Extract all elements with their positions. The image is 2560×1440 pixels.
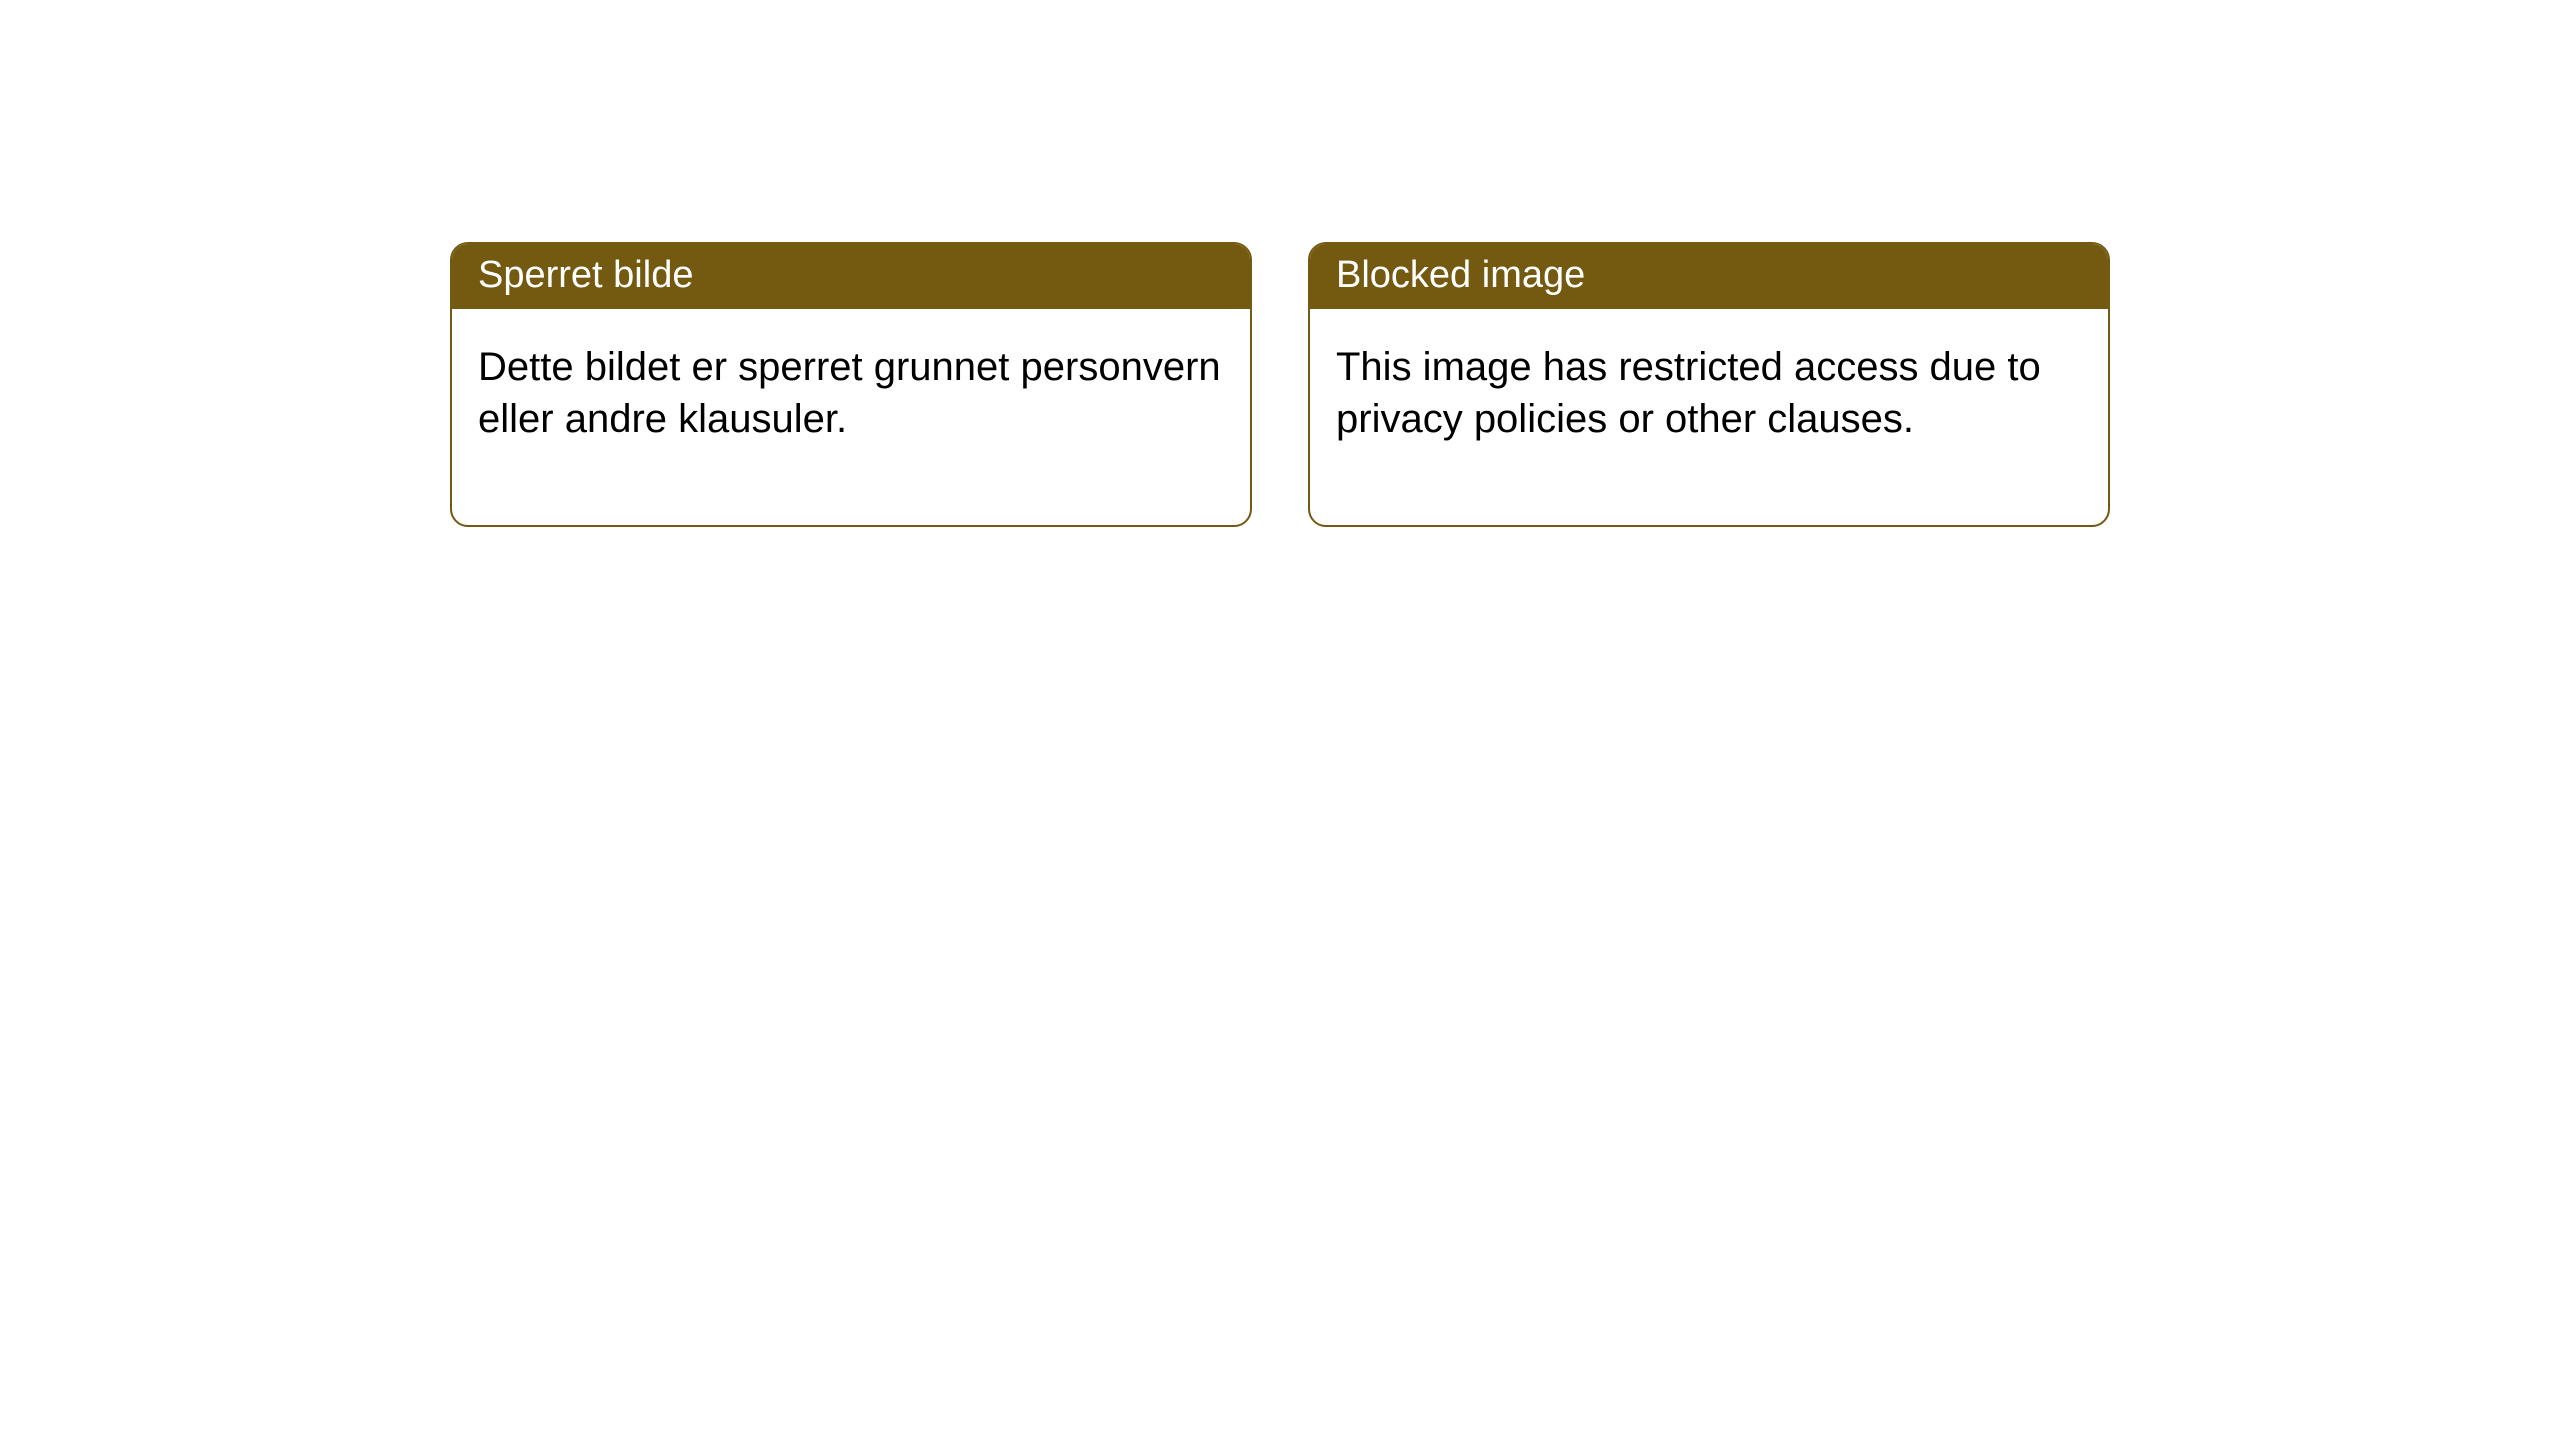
card-header-no: Sperret bilde [452, 244, 1250, 309]
card-body-en: This image has restricted access due to … [1310, 309, 2108, 525]
card-body-no: Dette bildet er sperret grunnet personve… [452, 309, 1250, 525]
blocked-image-card-en: Blocked image This image has restricted … [1308, 242, 2110, 527]
card-header-en: Blocked image [1310, 244, 2108, 309]
blocked-image-card-no: Sperret bilde Dette bildet er sperret gr… [450, 242, 1252, 527]
notice-container: Sperret bilde Dette bildet er sperret gr… [0, 0, 2560, 527]
